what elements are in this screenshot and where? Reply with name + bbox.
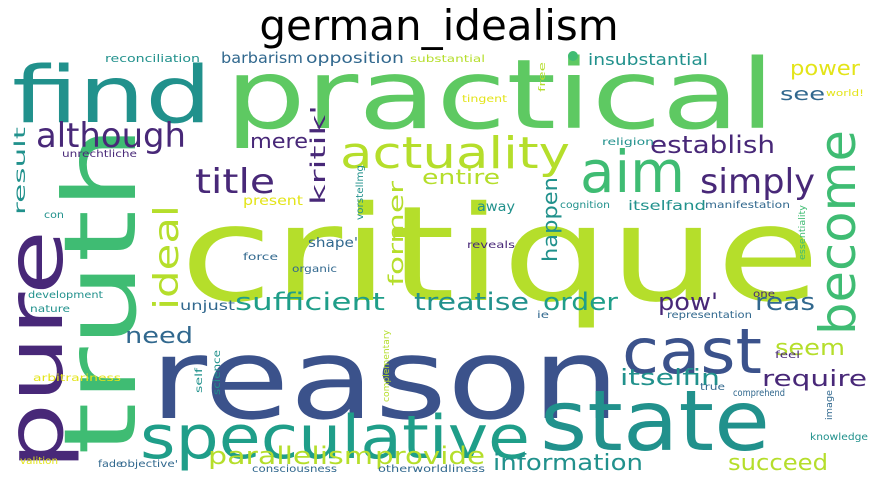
cloud-word: cognition — [560, 200, 610, 211]
cloud-word: free — [538, 61, 548, 92]
cloud-word: complementary — [382, 329, 392, 402]
wordcloud-title: german_idealism — [259, 1, 619, 50]
cloud-word: objective' — [120, 459, 178, 470]
cloud-word: force — [243, 252, 278, 263]
cloud-word: require — [762, 367, 867, 392]
cloud-word: fade — [98, 459, 123, 470]
cloud-word: pure — [0, 230, 81, 470]
cloud-word: representation — [667, 310, 752, 321]
cloud-word: image — [825, 390, 835, 420]
cloud-word: self — [194, 367, 205, 393]
cloud-word: information — [493, 451, 643, 476]
cloud-word: itselfin — [620, 366, 720, 391]
cloud-word: entire — [422, 165, 500, 189]
cloud-word: state — [540, 372, 770, 470]
cloud-word: consciousness — [252, 464, 337, 475]
cloud-word: tingent — [462, 94, 507, 105]
cloud-word: reveals — [467, 240, 515, 251]
cloud-word: development — [28, 290, 103, 301]
cloud-word: former — [384, 180, 408, 286]
cloud-word: con — [44, 210, 64, 221]
cloud-word: practical — [225, 39, 775, 151]
cloud-word: reconciliation — [105, 52, 200, 65]
cloud-word: reason — [150, 315, 620, 445]
cloud-word: speculative — [140, 403, 530, 473]
cloud-word: substantial — [410, 54, 485, 65]
cloud-word: shape' — [308, 236, 358, 251]
cloud-word: title — [195, 162, 275, 202]
cloud-word: organic — [292, 264, 337, 275]
cloud-word: world! — [826, 89, 864, 99]
cloud-word: feel — [775, 350, 800, 361]
cloud-word: science — [212, 350, 223, 395]
cloud-word: otherworldliness — [378, 464, 485, 475]
cloud-word: treatise — [414, 288, 529, 316]
cloud-word: actuality — [340, 128, 570, 179]
cloud-word: pow' — [658, 288, 718, 316]
cloud-word: establish — [650, 131, 775, 159]
cloud-word: unjust — [180, 299, 235, 314]
cloud-word: sufficient — [235, 288, 385, 316]
cloud-word: manifestation — [705, 200, 790, 211]
cloud-word: knowledge — [810, 432, 868, 443]
cloud-word: religion — [602, 137, 654, 148]
cloud-word: succeed — [728, 451, 828, 476]
cloud-word: parallelism — [208, 442, 373, 470]
cloud-word: find — [12, 51, 212, 141]
cloud-word: power — [790, 56, 861, 80]
cloud-word: itselfand — [628, 199, 706, 214]
cloud-word: present — [243, 194, 303, 209]
cloud-word: vorstellmg — [355, 165, 366, 220]
cloud-word: order — [543, 288, 618, 316]
cloud-word: ideal — [147, 205, 187, 310]
cloud-word: insubstantial — [588, 50, 708, 69]
cloud-word: seem — [775, 336, 845, 361]
cloud-word: essentiality — [798, 204, 808, 260]
cloud-word: arbitrariness — [33, 373, 121, 384]
cloud-word: away — [477, 200, 515, 215]
cloud-word: critique — [180, 178, 820, 332]
dot-mark — [568, 51, 578, 61]
cloud-word: comprehend — [733, 388, 785, 399]
cloud-word: reas — [755, 288, 815, 316]
cloud-word: happen — [538, 177, 562, 262]
cloud-word: barbarism — [221, 49, 303, 67]
cloud-word: mere — [250, 129, 308, 153]
cloud-word: aim — [580, 138, 685, 206]
cloud-word: although — [36, 116, 186, 156]
cloud-word: result — [11, 127, 29, 215]
cloud-word: cast — [622, 315, 762, 388]
cloud-word: become — [809, 130, 867, 335]
cloud-word: unrechtliche — [62, 149, 137, 160]
cloud-word: provide — [375, 442, 485, 470]
cloud-word: nature — [30, 304, 70, 315]
cloud-word: opposition — [306, 49, 404, 67]
cloud-word: simply — [700, 162, 815, 202]
cloud-word: see — [780, 84, 825, 105]
cloud-word: truth — [42, 125, 159, 455]
cloud-word: one — [753, 289, 775, 300]
cloud-word: ie — [537, 310, 549, 321]
cloud-word: need — [125, 324, 193, 349]
cloud-word: kritik' — [306, 105, 330, 205]
cloud-word: valition — [20, 456, 58, 467]
cloud-word: true — [700, 382, 725, 393]
